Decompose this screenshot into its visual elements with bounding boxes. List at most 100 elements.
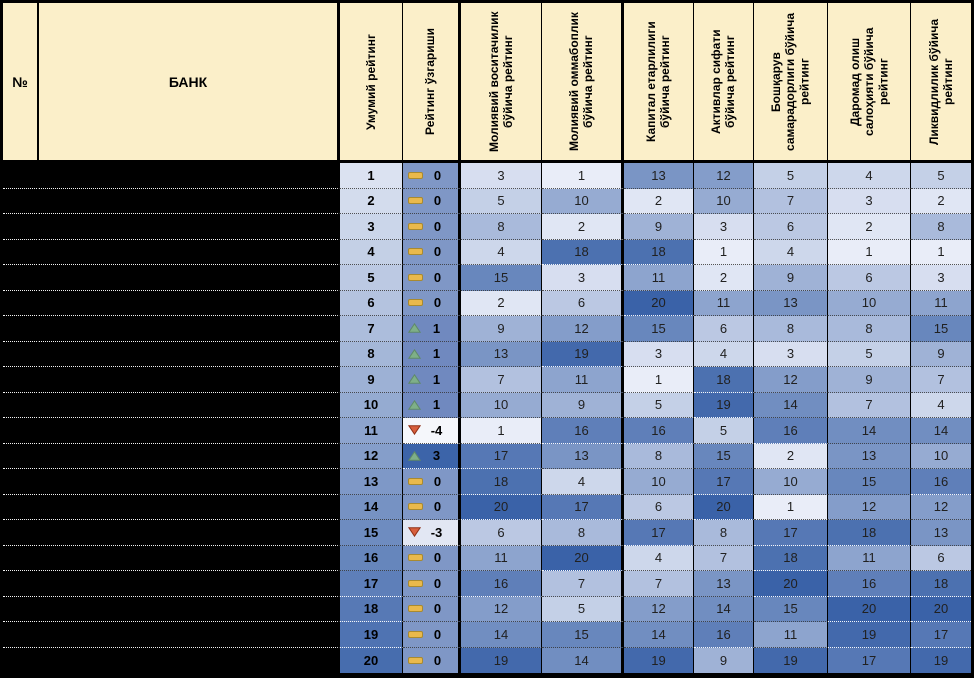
earning-capacity-rank-cell: 2	[828, 214, 911, 240]
overall-rating-cell: 13	[340, 469, 403, 495]
financial-accessibility-rank-cell: 18	[542, 239, 624, 265]
redacted-number-cell	[3, 418, 39, 444]
rating-change-cell: 0	[403, 265, 461, 291]
overall-rating-cell: 10	[340, 392, 403, 418]
asset-quality-rank-cell: 6	[694, 316, 754, 342]
management-efficiency-rank-cell: 11	[754, 622, 828, 648]
rating-change-icon-wrap	[408, 299, 423, 307]
liquidity-rank-cell: 19	[911, 647, 971, 673]
overall-rating-cell: 12	[340, 443, 403, 469]
liquidity-rank-cell: 7	[911, 367, 971, 393]
earning-capacity-rank-cell: 14	[828, 418, 911, 444]
liquidity-rank-cell: 13	[911, 520, 971, 546]
asset-quality-rank-cell: 2	[694, 265, 754, 291]
liquidity-rank-cell: 17	[911, 622, 971, 648]
financial-intermediation-rank-cell: 3	[461, 163, 542, 189]
rating-change-icon-wrap	[408, 579, 423, 587]
financial-accessibility-rank-cell: 11	[542, 367, 624, 393]
rating-change-cell: 0	[403, 647, 461, 673]
rating-change-value: 0	[433, 244, 442, 260]
rating-change-icon-wrap	[408, 348, 421, 359]
redacted-bank-cell	[39, 494, 340, 520]
trend-flat-icon	[408, 477, 423, 485]
financial-intermediation-rank-cell: 12	[461, 596, 542, 622]
rating-change-cell: 1	[403, 367, 461, 393]
management-efficiency-rank-cell: 8	[754, 316, 828, 342]
rating-change-cell: 0	[403, 239, 461, 265]
redacted-number-cell	[3, 188, 39, 214]
financial-accessibility-rank-cell: 13	[542, 443, 624, 469]
redacted-bank-cell	[39, 418, 340, 444]
redacted-number-cell	[3, 214, 39, 240]
overall-rating-cell: 4	[340, 239, 403, 265]
rating-change-value: 3	[432, 448, 441, 464]
column-header-overall-rating: Умумий рейтинг	[340, 3, 403, 163]
management-efficiency-rank-cell: 7	[754, 188, 828, 214]
column-header-liquidity: Ликвидлилик бўйича рейтинг	[911, 3, 971, 163]
capital-adequacy-rank-cell: 19	[624, 647, 694, 673]
capital-adequacy-rank-cell: 4	[624, 545, 694, 571]
redacted-number-cell	[3, 265, 39, 291]
redacted-number-cell	[3, 520, 39, 546]
rating-change-icon-wrap	[408, 222, 423, 230]
redacted-number-cell	[3, 647, 39, 673]
redacted-number-cell	[3, 571, 39, 597]
rating-change-icon-wrap	[408, 248, 423, 256]
overall-rating-cell: 19	[340, 622, 403, 648]
column-header-bank-label: БАНК	[168, 73, 208, 90]
financial-accessibility-rank-cell: 20	[542, 545, 624, 571]
liquidity-rank-cell: 1	[911, 239, 971, 265]
financial-accessibility-rank-cell: 3	[542, 265, 624, 291]
redacted-bank-cell	[39, 163, 340, 189]
earning-capacity-rank-cell: 20	[828, 596, 911, 622]
liquidity-rank-cell: 6	[911, 545, 971, 571]
column-header-number-label: №	[12, 73, 28, 90]
management-efficiency-rank-cell: 3	[754, 341, 828, 367]
liquidity-rank-cell: 3	[911, 265, 971, 291]
rating-change-icon-wrap	[408, 554, 423, 562]
financial-intermediation-rank-cell: 10	[461, 392, 542, 418]
financial-accessibility-rank-cell: 4	[542, 469, 624, 495]
rating-change-value: 0	[433, 269, 442, 285]
earning-capacity-rank-cell: 17	[828, 647, 911, 673]
financial-accessibility-rank-cell: 15	[542, 622, 624, 648]
financial-accessibility-rank-cell: 5	[542, 596, 624, 622]
financial-intermediation-rank-cell: 15	[461, 265, 542, 291]
capital-adequacy-rank-cell: 15	[624, 316, 694, 342]
redacted-bank-cell	[39, 622, 340, 648]
financial-intermediation-rank-cell: 19	[461, 647, 542, 673]
rating-change-cell: 0	[403, 571, 461, 597]
rating-change-icon-wrap	[408, 399, 421, 410]
rating-change-cell: 0	[403, 290, 461, 316]
financial-intermediation-rank-cell: 2	[461, 290, 542, 316]
redacted-bank-cell	[39, 596, 340, 622]
management-efficiency-rank-cell: 1	[754, 494, 828, 520]
asset-quality-rank-cell: 1	[694, 239, 754, 265]
management-efficiency-rank-cell: 16	[754, 418, 828, 444]
asset-quality-rank-cell: 5	[694, 418, 754, 444]
redacted-number-cell	[3, 316, 39, 342]
financial-intermediation-rank-cell: 11	[461, 545, 542, 571]
liquidity-rank-cell: 9	[911, 341, 971, 367]
overall-rating-cell: 7	[340, 316, 403, 342]
earning-capacity-rank-cell: 1	[828, 239, 911, 265]
redacted-bank-cell	[39, 341, 340, 367]
rating-change-icon-wrap	[408, 503, 423, 511]
earning-capacity-rank-cell: 12	[828, 494, 911, 520]
earning-capacity-rank-cell: 18	[828, 520, 911, 546]
redacted-number-cell	[3, 494, 39, 520]
asset-quality-rank-cell: 11	[694, 290, 754, 316]
capital-adequacy-rank-cell: 1	[624, 367, 694, 393]
redacted-bank-cell	[39, 214, 340, 240]
management-efficiency-rank-cell: 14	[754, 392, 828, 418]
rating-change-value: 0	[433, 652, 442, 668]
management-efficiency-rank-cell: 4	[754, 239, 828, 265]
asset-quality-rank-cell: 13	[694, 571, 754, 597]
liquidity-rank-cell: 18	[911, 571, 971, 597]
rating-change-icon-wrap	[408, 425, 421, 436]
management-efficiency-rank-cell: 9	[754, 265, 828, 291]
rating-change-cell: 0	[403, 188, 461, 214]
redacted-number-cell	[3, 341, 39, 367]
column-header-earning-capacity: Даромад олиш салоҳияти бўйича рейтинг	[828, 3, 911, 163]
